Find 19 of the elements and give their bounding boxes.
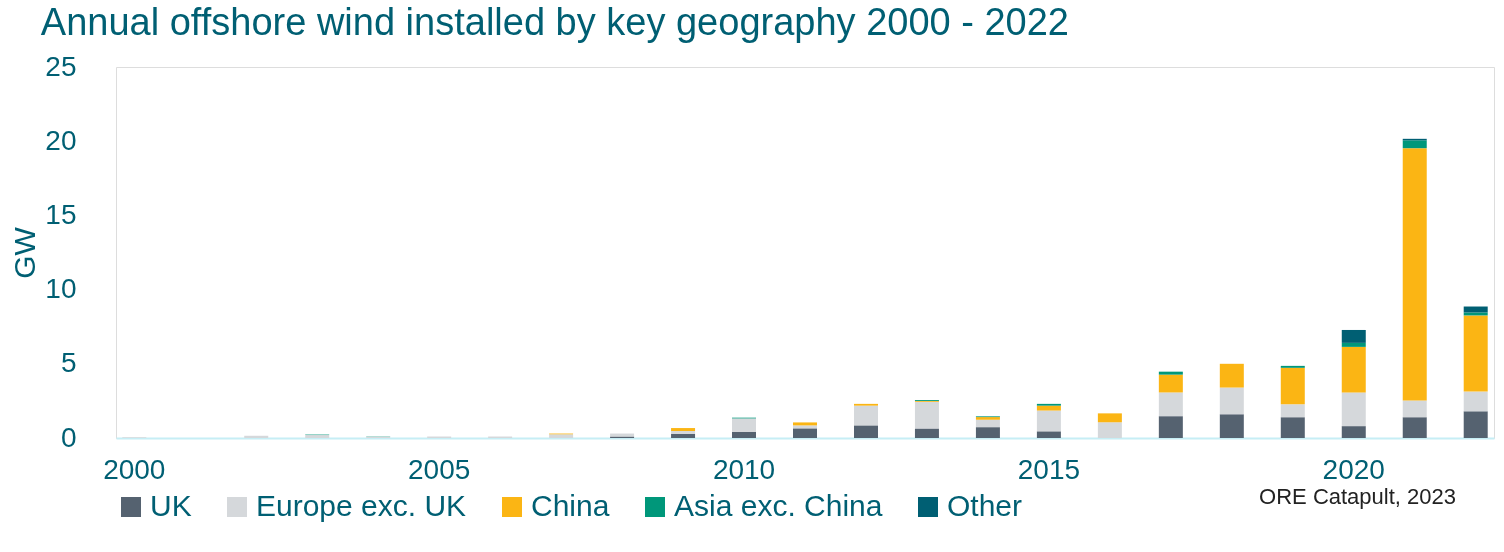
legend-label: Asia exc. China [674, 489, 883, 522]
y-tick-label: 0 [60, 421, 77, 453]
y-tick-label: 10 [45, 273, 77, 305]
x-tick-label: 2020 [1322, 453, 1385, 485]
y-tick-label: 15 [45, 198, 77, 230]
x-tick-label: 2005 [408, 453, 471, 485]
x-tick-label: 2015 [1017, 453, 1081, 485]
y-tick-label: 5 [60, 347, 77, 379]
x-tick-label: 2010 [712, 453, 776, 485]
legend-label: China [531, 489, 610, 522]
y-tick-label: 20 [45, 124, 77, 156]
y-axis-title: GW [8, 226, 42, 279]
x-tick-label: 2000 [103, 453, 166, 485]
legend-label: Other [947, 489, 1023, 522]
legend-label: Europe exc. UK [256, 489, 467, 522]
text: ORE Catapult, 2023 [1259, 484, 1456, 509]
legend-label: UK [150, 489, 192, 522]
chart-title: Annual offshore wind installed by key geography 2000 - 2022 [40, 1, 1069, 43]
y-tick-label: 25 [45, 50, 77, 82]
